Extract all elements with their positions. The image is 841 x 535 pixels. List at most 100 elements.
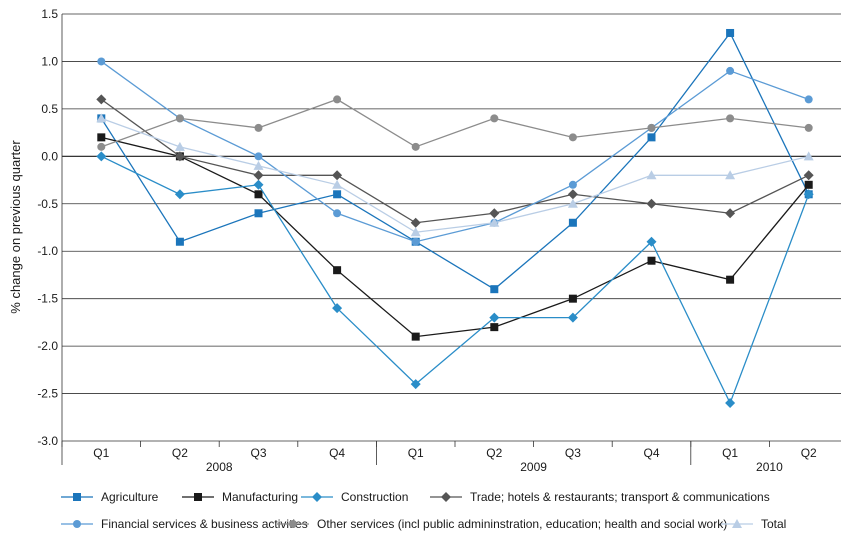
data-point [568, 218, 577, 227]
data-point [804, 123, 813, 132]
y-axis-label: % change on previous quarter [8, 140, 23, 314]
series-0 [97, 28, 813, 294]
data-point [411, 142, 420, 151]
data-point [332, 179, 343, 189]
x-tick-label: Q1 [408, 446, 424, 460]
data-point [333, 209, 342, 218]
data-point [726, 114, 735, 123]
data-point [97, 133, 106, 142]
y-tick-label: -3.0 [37, 434, 58, 448]
data-point [646, 236, 657, 247]
y-tick-label: 1.0 [41, 54, 58, 68]
x-tick-label: Q2 [172, 446, 188, 460]
x-axis: Q1 Q2 Q3 Q4 Q1 Q2 Q3 Q4 Q1 Q2 2008 2009 2010 [61, 441, 817, 474]
legend-label: Financial services & business activities [101, 517, 308, 531]
data-point [490, 285, 499, 294]
legend-item: Other services (incl public admininstrat… [277, 517, 727, 531]
data-point [646, 198, 657, 209]
data-point [725, 398, 736, 409]
series-line [100, 60, 809, 243]
y-tick-label: -0.5 [37, 197, 58, 211]
series-line [101, 117, 809, 233]
data-point [254, 152, 263, 161]
legend-label: Manufacturing [222, 490, 298, 504]
legend-label: Other services (incl public admininstrat… [317, 517, 727, 531]
series-5 [97, 95, 813, 151]
data-point [175, 237, 184, 246]
series-line [101, 136, 810, 338]
series-6 [96, 113, 814, 237]
legend-marker [441, 492, 451, 502]
data-point [332, 303, 343, 314]
x-tick-label: Q1 [722, 446, 738, 460]
data-point [726, 66, 735, 75]
data-point [97, 142, 106, 151]
x-tick-label: Q2 [801, 446, 817, 460]
data-point [490, 114, 499, 123]
legend-label: Construction [341, 490, 408, 504]
gridlines [61, 13, 841, 465]
legend-marker [194, 493, 202, 501]
y-axis-ticks: 1.5 1.0 0.5 0.0 -0.5 -1.0 -1.5 -2.0 -2.5 -3.0 [37, 7, 58, 448]
data-point [96, 151, 107, 162]
y-tick-label: -2.0 [37, 339, 58, 353]
y-tick-label: 0.0 [41, 149, 58, 163]
data-point [410, 217, 421, 228]
data-point [725, 170, 736, 180]
data-point [489, 217, 500, 227]
y-tick-label: -1.0 [37, 244, 58, 258]
data-point [568, 133, 577, 142]
data-point [803, 170, 814, 181]
data-point [726, 28, 735, 37]
legend-marker [73, 520, 81, 528]
data-point [726, 275, 735, 284]
data-point [411, 237, 420, 246]
y-tick-label: -1.5 [37, 292, 58, 306]
legend-item: Trade; hotels & restaurants; transport &… [430, 490, 770, 504]
legend-marker [732, 519, 742, 528]
data-point [489, 208, 500, 219]
year-label: 2009 [520, 460, 547, 474]
year-label: 2008 [206, 460, 233, 474]
data-point [174, 151, 185, 162]
data-point [646, 170, 657, 180]
x-tick-label: Q2 [486, 446, 502, 460]
legend-label: Total [761, 517, 786, 531]
data-point [410, 227, 421, 237]
legend-item: Manufacturing [182, 490, 298, 504]
data-point [253, 160, 264, 170]
data-point [568, 294, 577, 303]
series-group [96, 28, 814, 409]
x-tick-label: Q3 [250, 446, 266, 460]
data-point [567, 312, 578, 323]
legend-item: Agriculture [61, 490, 159, 504]
data-point [174, 189, 185, 200]
data-point [253, 179, 264, 190]
data-point [174, 141, 185, 151]
legend-marker [289, 520, 297, 528]
data-point [803, 151, 814, 161]
legend-item: Financial services & business activities [61, 517, 308, 531]
data-point [254, 209, 263, 218]
data-point [567, 198, 578, 208]
data-point [647, 123, 656, 132]
data-point [253, 170, 264, 181]
x-tick-label: Q4 [329, 446, 345, 460]
legend-label: Trade; hotels & restaurants; transport &… [470, 490, 770, 504]
data-point [96, 113, 107, 123]
data-point [254, 123, 263, 132]
series-line [101, 155, 810, 405]
data-point [567, 189, 578, 200]
data-point [647, 133, 656, 142]
series-line [100, 98, 809, 224]
data-point [490, 323, 499, 332]
legend: Agriculture Manufacturing Construction Trad… [61, 490, 786, 531]
data-point [568, 180, 577, 189]
legend-item: Construction [301, 490, 408, 504]
data-point [175, 114, 184, 123]
legend-item: Total [721, 517, 786, 531]
data-point [411, 332, 420, 341]
data-point [803, 189, 814, 200]
data-point [333, 266, 342, 275]
